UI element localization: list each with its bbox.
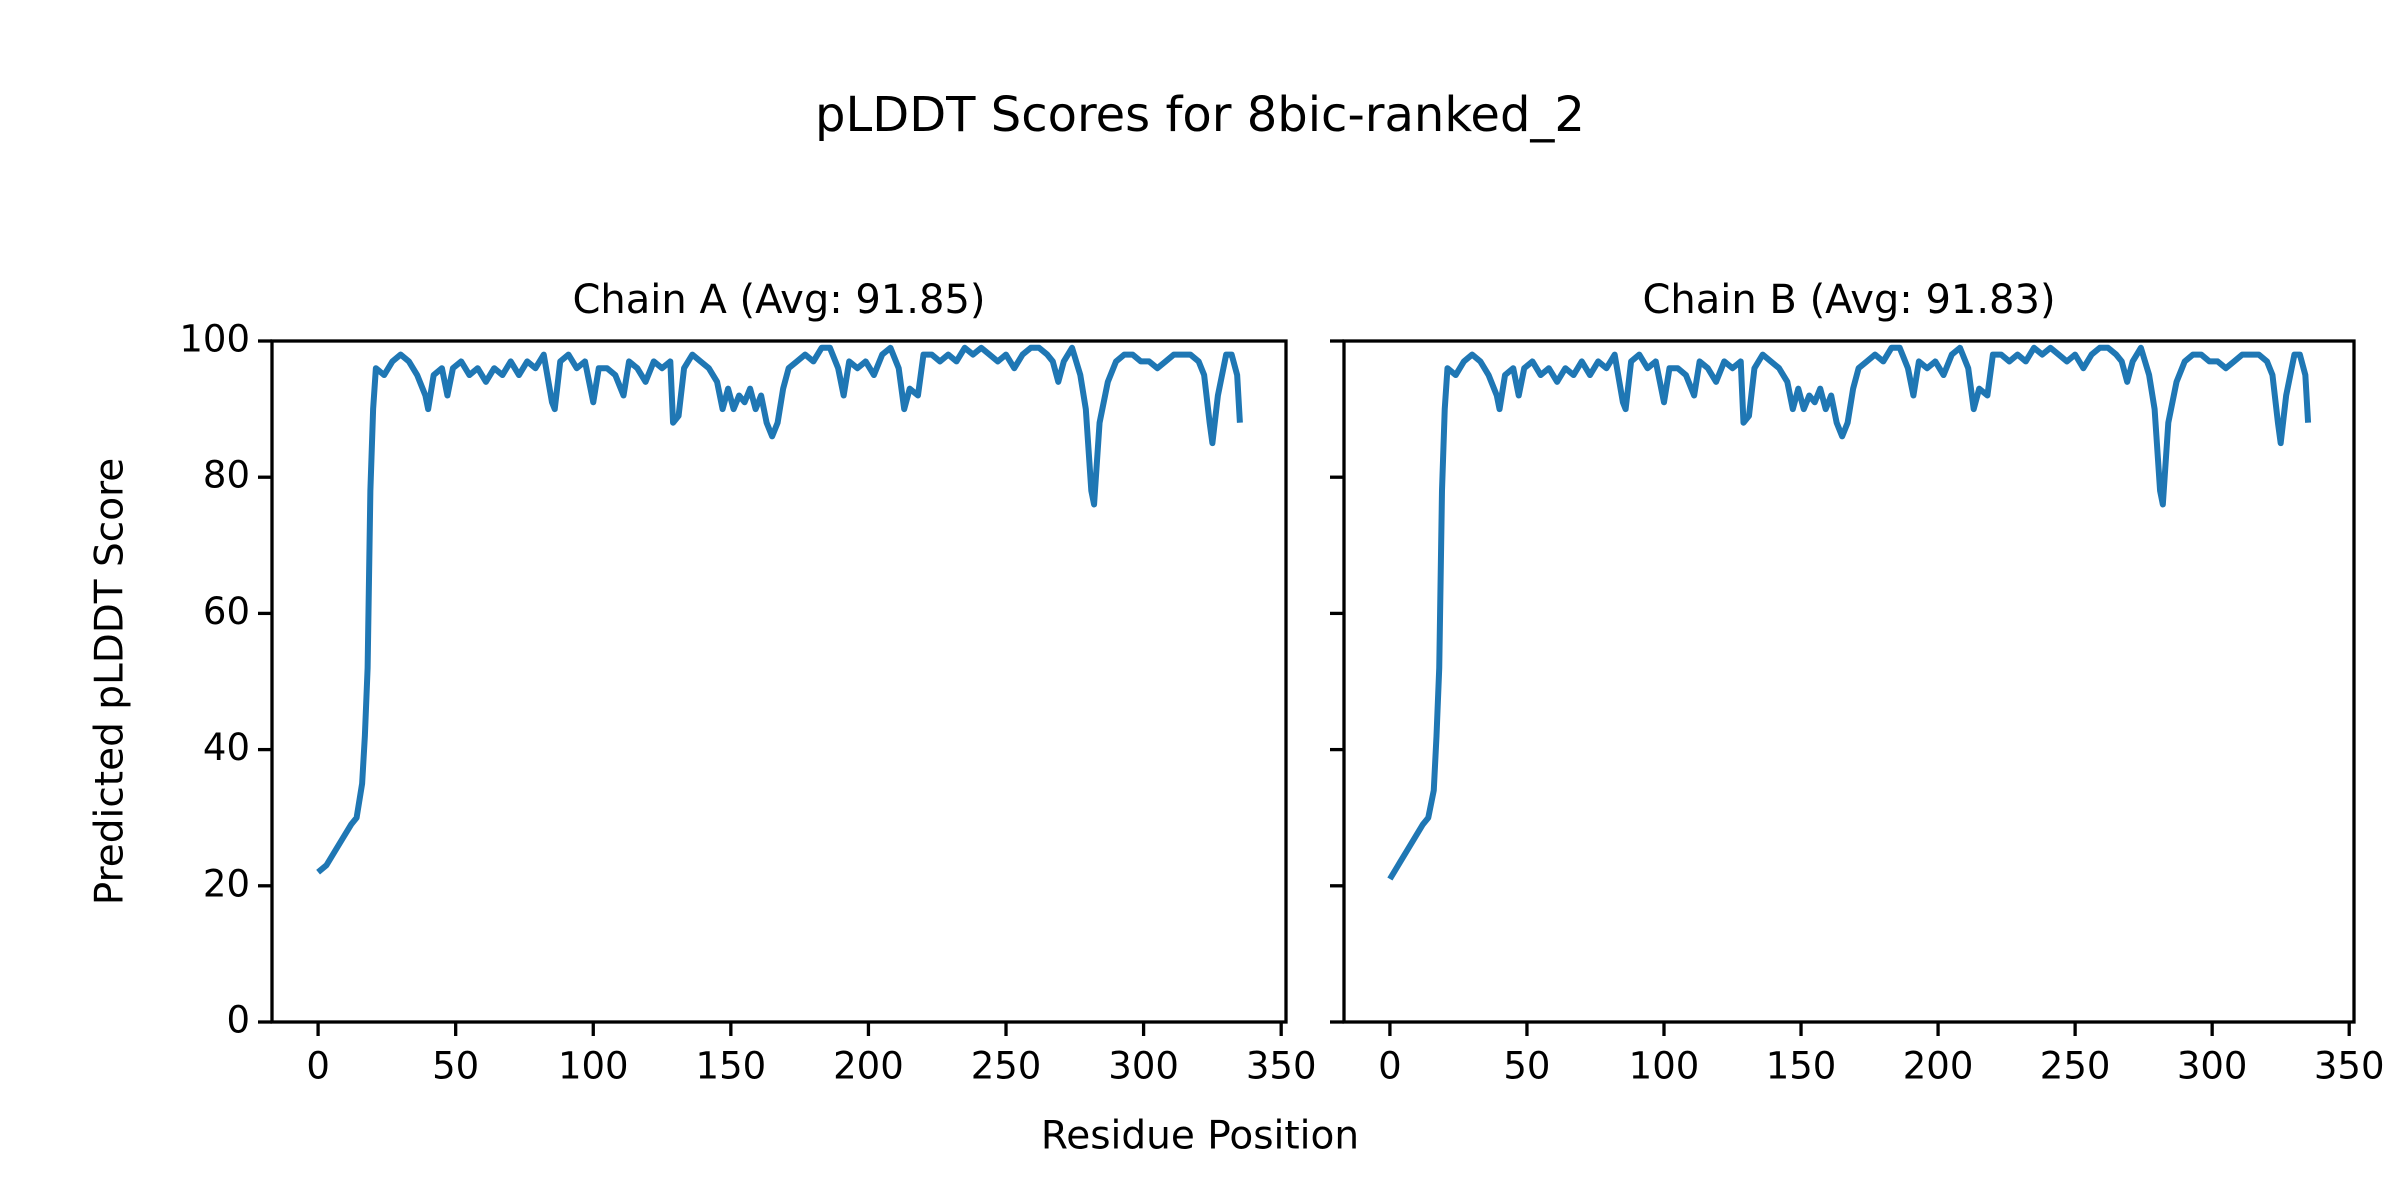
axes-frame: [270, 339, 1288, 1024]
y-tick-label: 60: [203, 590, 250, 633]
x-tick-label: 200: [833, 1045, 904, 1088]
x-axis-label: Residue Position: [1041, 1114, 1359, 1159]
x-tick-label: 300: [1108, 1045, 1179, 1088]
x-tick-label: 200: [1903, 1045, 1974, 1088]
x-tick-label: 0: [1378, 1045, 1402, 1088]
figure-title: pLDDT Scores for 8bic-ranked_2: [815, 87, 1585, 143]
data-line: [1387, 344, 2312, 881]
y-tick-label: 0: [226, 999, 250, 1042]
x-tick-label: 250: [2040, 1045, 2111, 1088]
y-tick-label: 40: [203, 726, 250, 769]
x-tick-label: 300: [2177, 1045, 2248, 1088]
y-axis-label: Predicted pLDDT Score: [88, 458, 133, 905]
y-tick-label: 100: [179, 318, 250, 361]
x-tick-label: 250: [971, 1045, 1042, 1088]
x-tick-label: 100: [1629, 1045, 1700, 1088]
x-tick-label: 350: [2314, 1045, 2385, 1088]
y-tick-label: 20: [203, 862, 250, 905]
x-tick-label: 150: [696, 1045, 767, 1088]
x-tick-label: 350: [1246, 1045, 1317, 1088]
axes-frame: [1342, 339, 2356, 1024]
data-line: [316, 344, 1243, 875]
x-tick-label: 50: [1503, 1045, 1550, 1088]
y-tick-label: 80: [203, 454, 250, 497]
x-tick-label: 0: [306, 1045, 330, 1088]
subplot-title: Chain A (Avg: 91.85): [572, 277, 985, 323]
x-tick-label: 50: [432, 1045, 479, 1088]
subplot-title: Chain B (Avg: 91.83): [1642, 277, 2055, 323]
x-tick-label: 150: [1766, 1045, 1837, 1088]
x-tick-label: 100: [558, 1045, 629, 1088]
